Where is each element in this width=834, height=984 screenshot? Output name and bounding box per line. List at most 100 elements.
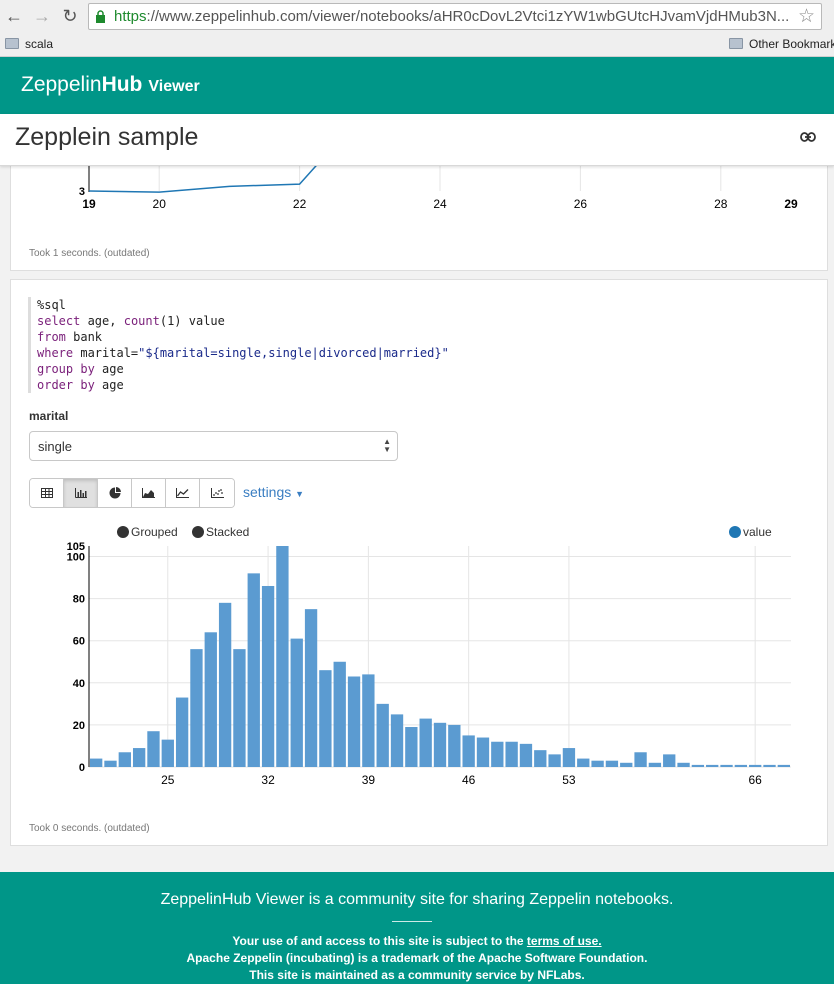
url-text: https://www.zeppelinhub.com/viewer/noteb… bbox=[114, 8, 789, 25]
bar bbox=[147, 731, 160, 767]
form-label-marital: marital bbox=[29, 409, 69, 423]
page-title: Zepplein sample bbox=[15, 123, 199, 151]
x-tick-label: 26 bbox=[574, 197, 588, 211]
bar bbox=[90, 758, 103, 767]
bookmark-scala[interactable]: scala bbox=[5, 37, 53, 51]
bar bbox=[433, 722, 447, 767]
bar bbox=[634, 752, 647, 767]
bar-chart-button[interactable] bbox=[64, 479, 98, 507]
bar bbox=[333, 661, 346, 767]
y-tick-label: 60 bbox=[73, 636, 85, 648]
bar bbox=[319, 670, 332, 767]
bar bbox=[562, 748, 576, 767]
x-tick-label: 20 bbox=[153, 197, 167, 211]
bar bbox=[749, 764, 762, 767]
lock-icon bbox=[96, 10, 105, 23]
legend-dot-value bbox=[729, 526, 741, 538]
bookmark-other[interactable]: Other Bookmarks bbox=[729, 37, 834, 51]
scatter-chart-button[interactable] bbox=[200, 479, 234, 507]
select-value: single bbox=[38, 439, 72, 454]
forward-arrow-icon[interactable]: → bbox=[33, 6, 51, 26]
footer-divider bbox=[392, 921, 432, 922]
y-tick-label: 80 bbox=[73, 594, 85, 606]
bar bbox=[190, 649, 203, 767]
pie-chart-button[interactable] bbox=[98, 479, 132, 507]
paragraph-1: 3 19 20 22 24 26 28 29 Took 1 seconds. (outdate… bbox=[10, 150, 828, 271]
line-chart: 319 20 22 24 26 28 29 bbox=[79, 151, 798, 211]
bar bbox=[648, 762, 662, 767]
bar bbox=[620, 762, 633, 767]
bar bbox=[390, 714, 404, 767]
table-view-button[interactable] bbox=[30, 479, 64, 507]
x-tick-label: 66 bbox=[749, 773, 763, 787]
y-tick-label: 3 bbox=[79, 186, 85, 198]
bar-chart-icon bbox=[74, 488, 87, 498]
settings-dropdown[interactable]: settings ▼ bbox=[243, 484, 305, 500]
x-tick-label: 53 bbox=[562, 773, 576, 787]
y-tick-label: 0 bbox=[79, 762, 85, 774]
bar bbox=[261, 585, 275, 767]
bar bbox=[605, 760, 619, 767]
bar bbox=[347, 676, 361, 767]
x-tick-label: 25 bbox=[161, 773, 175, 787]
x-tick-label: 39 bbox=[362, 773, 376, 787]
reload-icon[interactable]: ↻ bbox=[62, 6, 78, 26]
bar bbox=[462, 735, 475, 767]
x-tick-label: 22 bbox=[293, 197, 307, 211]
bar bbox=[706, 764, 719, 767]
bar bbox=[763, 764, 776, 767]
y-tick-label: 100 bbox=[67, 552, 85, 564]
x-tick-label: 24 bbox=[433, 197, 447, 211]
brand-logo[interactable]: ZeppelinHub Viewer bbox=[21, 73, 200, 96]
bar bbox=[419, 718, 432, 767]
marital-select[interactable]: single ▲ ▼ bbox=[29, 431, 398, 461]
x-tick-label: 29 bbox=[784, 197, 798, 211]
bar bbox=[448, 724, 461, 767]
bar bbox=[233, 649, 246, 767]
area-chart-icon bbox=[142, 488, 155, 498]
took-label: Took 0 seconds. (outdated) bbox=[29, 823, 150, 834]
y-tick-label: 20 bbox=[73, 720, 85, 732]
address-bar[interactable]: https://www.zeppelinhub.com/viewer/noteb… bbox=[88, 3, 822, 30]
link-icon[interactable] bbox=[800, 132, 816, 142]
x-tick-label: 46 bbox=[462, 773, 476, 787]
x-tick-label: 28 bbox=[714, 197, 728, 211]
bar bbox=[505, 741, 518, 767]
bar bbox=[663, 754, 676, 767]
bar bbox=[720, 764, 733, 767]
bar bbox=[534, 750, 547, 767]
bar bbox=[734, 764, 748, 767]
code-editor[interactable]: %sql select age, count(1) value from ban… bbox=[28, 297, 449, 393]
footer: ZeppelinHub Viewer is a community site f… bbox=[0, 872, 834, 984]
series-line bbox=[88, 151, 331, 193]
line-chart-button[interactable] bbox=[166, 479, 200, 507]
bar bbox=[548, 754, 561, 767]
x-tick-label: 19 bbox=[82, 197, 96, 211]
x-tick-label: 32 bbox=[261, 773, 275, 787]
bar bbox=[677, 762, 690, 767]
terms-link[interactable]: terms of use. bbox=[526, 934, 602, 948]
back-arrow-icon[interactable]: ← bbox=[5, 6, 23, 26]
bar bbox=[290, 638, 303, 767]
star-icon[interactable]: ☆ bbox=[797, 6, 815, 27]
legend-grouped: Grouped bbox=[131, 525, 178, 539]
legend-dot-stacked bbox=[192, 526, 204, 538]
area-chart-button[interactable] bbox=[132, 479, 166, 507]
bar bbox=[161, 739, 174, 767]
caret-down-icon: ▼ bbox=[295, 489, 305, 499]
bar bbox=[175, 697, 189, 767]
bar bbox=[118, 752, 131, 767]
footer-line-3: This site is maintained as a community s… bbox=[249, 968, 585, 982]
select-arrows-icon: ▲ ▼ bbox=[383, 437, 391, 454]
bar bbox=[491, 741, 504, 767]
bar bbox=[519, 743, 533, 767]
bar bbox=[204, 632, 217, 767]
bar bbox=[777, 764, 790, 767]
pie-chart-icon bbox=[109, 487, 121, 499]
legend-dot-grouped bbox=[117, 526, 129, 538]
folder-icon bbox=[729, 38, 743, 49]
legend-stacked: Stacked bbox=[206, 525, 249, 539]
bar bbox=[218, 602, 232, 767]
scatter-chart-icon bbox=[210, 488, 224, 498]
bar bbox=[362, 674, 375, 767]
